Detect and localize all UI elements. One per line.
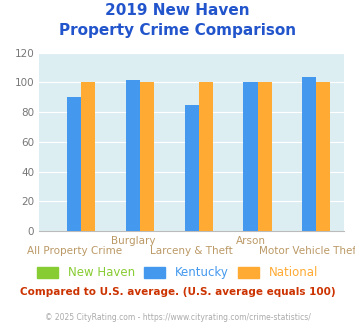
Text: Larceny & Theft: Larceny & Theft <box>150 246 233 256</box>
Bar <box>302 77 316 231</box>
Text: Motor Vehicle Theft: Motor Vehicle Theft <box>259 246 355 256</box>
Bar <box>199 82 213 231</box>
Bar <box>140 82 154 231</box>
Bar <box>257 82 272 231</box>
Legend: New Haven, Kentucky, National: New Haven, Kentucky, National <box>32 262 323 284</box>
Bar <box>67 97 81 231</box>
Bar <box>185 105 199 231</box>
Text: 2019 New Haven: 2019 New Haven <box>105 3 250 18</box>
Bar <box>244 82 257 231</box>
Text: Property Crime Comparison: Property Crime Comparison <box>59 23 296 38</box>
Text: All Property Crime: All Property Crime <box>27 246 122 256</box>
Text: Compared to U.S. average. (U.S. average equals 100): Compared to U.S. average. (U.S. average … <box>20 287 335 297</box>
Bar <box>316 82 331 231</box>
Bar <box>126 80 140 231</box>
Text: Burglary: Burglary <box>111 236 155 246</box>
Text: Arson: Arson <box>235 236 266 246</box>
Bar <box>81 82 95 231</box>
Text: © 2025 CityRating.com - https://www.cityrating.com/crime-statistics/: © 2025 CityRating.com - https://www.city… <box>45 314 310 322</box>
